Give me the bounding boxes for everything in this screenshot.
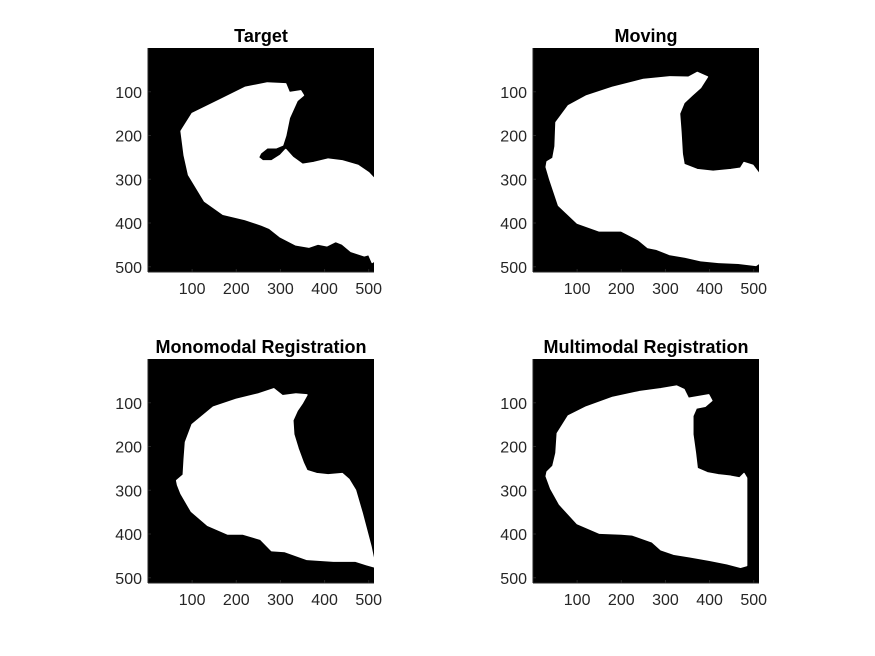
y-tick-label: 300: [115, 172, 142, 189]
panel-moving: 100 200 300 400 500 100 200 300 400 500 Moving: [500, 26, 767, 298]
panel-title: Moving: [615, 26, 678, 46]
y-tick-label: 400: [115, 216, 142, 233]
y-tick-label: 500: [115, 571, 142, 588]
y-tick-label: 500: [500, 260, 527, 277]
x-tick-label: 400: [696, 592, 723, 609]
y-tick-label: 500: [500, 571, 527, 588]
y-tick-label: 200: [500, 129, 527, 146]
x-tick-label: 400: [696, 281, 723, 298]
panel-target: 100 200 300 400 500 100 200 300 400 500 Target: [115, 26, 382, 298]
y-tick-label: 200: [500, 440, 527, 457]
mask-region: [180, 82, 375, 264]
y-tick-label: 200: [115, 129, 142, 146]
y-tick-label: 100: [115, 85, 142, 102]
x-tick-label: 100: [179, 592, 206, 609]
x-tick-label: 200: [223, 592, 250, 609]
y-tick-label: 300: [115, 483, 142, 500]
panel-monomodal-registration: 100 200 300 400 500 100 200 300 400 500 Monomodal …: [115, 337, 382, 609]
y-tick-label: 200: [115, 440, 142, 457]
y-tick-label: 100: [500, 396, 527, 413]
panel-title: Target: [234, 26, 288, 46]
x-tick-label: 300: [267, 281, 294, 298]
x-tick-label: 300: [652, 592, 679, 609]
y-tick-label: 300: [500, 172, 527, 189]
x-tick-label: 100: [564, 592, 591, 609]
x-tick-label: 400: [311, 592, 338, 609]
y-tick-label: 400: [500, 527, 527, 544]
x-tick-label: 100: [564, 281, 591, 298]
panel-multimodal-registration: 100 200 300 400 500 100 200 300 400 500 Multimodal…: [500, 337, 767, 609]
y-tick-label: 400: [500, 216, 527, 233]
x-tick-label: 200: [608, 281, 635, 298]
panel-title: Multimodal Registration: [543, 337, 748, 357]
x-tick-label: 500: [740, 281, 767, 298]
y-tick-label: 100: [115, 396, 142, 413]
x-tick-label: 500: [740, 592, 767, 609]
x-tick-label: 300: [652, 281, 679, 298]
x-tick-label: 400: [311, 281, 338, 298]
y-tick-label: 300: [500, 483, 527, 500]
x-tick-label: 200: [223, 281, 250, 298]
mask-region: [545, 71, 760, 267]
mask-region: [545, 385, 748, 569]
x-tick-label: 500: [355, 281, 382, 298]
x-tick-label: 200: [608, 592, 635, 609]
y-tick-label: 500: [115, 260, 142, 277]
x-tick-label: 500: [355, 592, 382, 609]
x-tick-label: 100: [179, 281, 206, 298]
y-tick-label: 400: [115, 527, 142, 544]
x-tick-label: 300: [267, 592, 294, 609]
mask-region: [175, 388, 375, 568]
panel-title: Monomodal Registration: [156, 337, 367, 357]
y-tick-label: 100: [500, 85, 527, 102]
